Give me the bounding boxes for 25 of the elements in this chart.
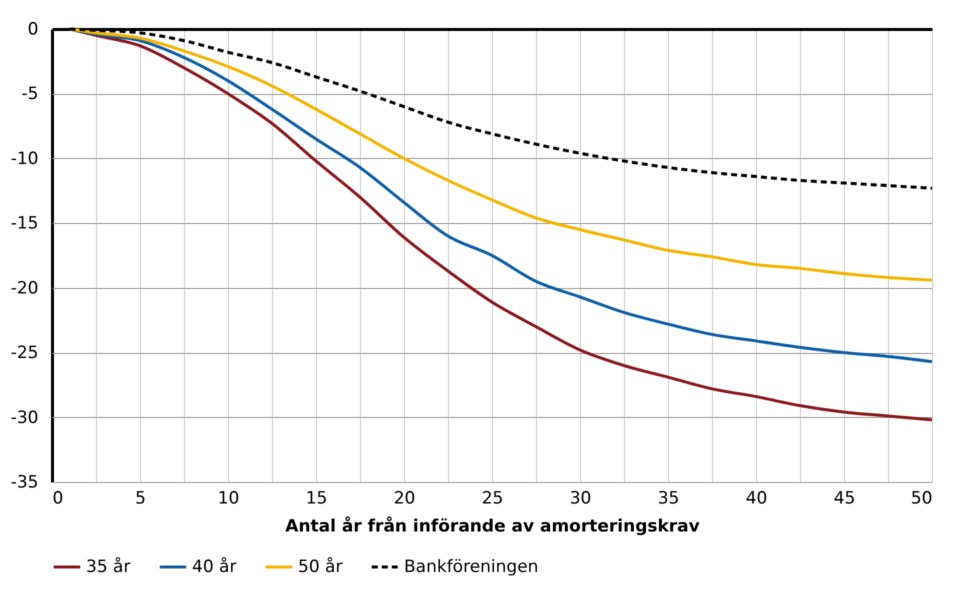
x-tick-label: 35 bbox=[658, 488, 680, 508]
y-tick-label: -5 bbox=[22, 84, 38, 104]
x-tick-label: 20 bbox=[394, 488, 416, 508]
y-tick-label: -25 bbox=[10, 343, 38, 364]
x-tick-label: 0 bbox=[52, 488, 64, 508]
legend-label: Bankföreningen bbox=[404, 557, 538, 577]
y-tick-label: -10 bbox=[10, 148, 38, 169]
x-tick-label: 45 bbox=[834, 488, 856, 508]
y-tick-label: 0 bbox=[28, 20, 38, 40]
legend-label: 40 år bbox=[192, 557, 236, 577]
y-tick-label: -20 bbox=[10, 278, 38, 298]
x-tick-label: 25 bbox=[482, 488, 504, 508]
y-tick-label: -30 bbox=[10, 408, 38, 428]
legend-label: 35 år bbox=[86, 557, 130, 577]
y-tick-label: -35 bbox=[10, 472, 38, 492]
legend-label: 50 år bbox=[298, 557, 342, 577]
x-tick-label: 50 bbox=[910, 488, 932, 508]
line-series bbox=[68, 28, 934, 282]
x-axis-title: Antal år från införande av amorteringskrav bbox=[285, 516, 700, 536]
x-tick-label: 15 bbox=[306, 488, 328, 508]
x-tick-label: 10 bbox=[218, 488, 240, 508]
x-tick-label: 5 bbox=[135, 488, 146, 508]
y-tick-label: -15 bbox=[10, 214, 38, 234]
x-tick-label: 40 bbox=[746, 488, 768, 508]
x-tick-label: 30 bbox=[570, 488, 592, 508]
